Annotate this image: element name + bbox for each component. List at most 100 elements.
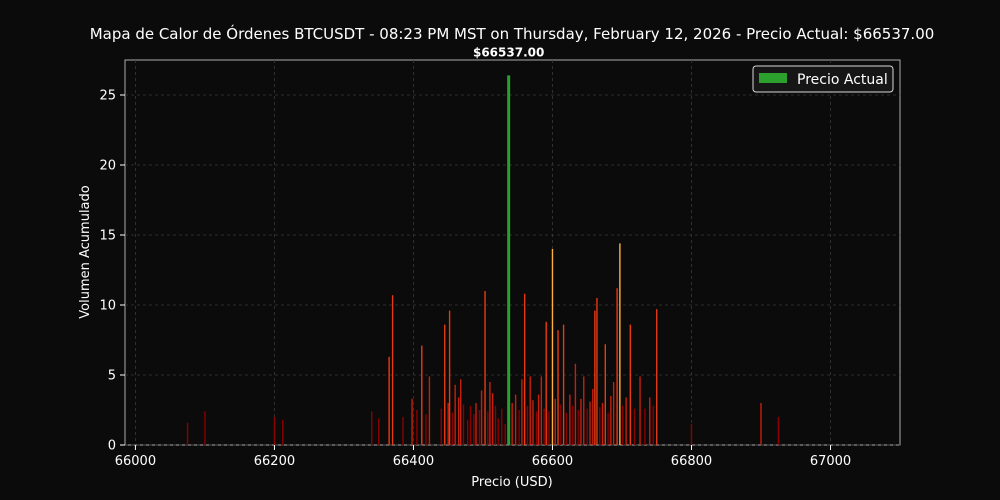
- volume-bar: [444, 324, 446, 445]
- volume-bar: [511, 403, 513, 445]
- volume-bar: [186, 422, 189, 445]
- volume-bar: [388, 356, 390, 445]
- volume-bar: [487, 411, 489, 445]
- volume-bar: [554, 398, 556, 445]
- y-tick-label: 15: [99, 229, 116, 244]
- volume-bar: [425, 414, 427, 445]
- volume-bar: [562, 324, 565, 445]
- volume-bar: [599, 407, 601, 445]
- y-tick-label: 0: [108, 439, 116, 454]
- volume-bar: [447, 403, 449, 445]
- volume-bar: [501, 408, 503, 445]
- y-tick-label: 20: [99, 159, 116, 174]
- volume-bar: [371, 411, 373, 445]
- volume-bar: [514, 394, 517, 445]
- volume-bar: [273, 417, 276, 445]
- volume-bar: [690, 424, 693, 445]
- x-axis-label: Precio (USD): [471, 475, 552, 490]
- volume-bar: [649, 397, 651, 445]
- volume-bar: [377, 418, 380, 445]
- legend-label-current-price: Precio Actual: [797, 72, 888, 88]
- volume-bar: [421, 345, 423, 445]
- volume-bar: [448, 310, 451, 445]
- volume-bar: [601, 403, 604, 445]
- volume-bar: [644, 408, 646, 445]
- volume-bar: [428, 376, 431, 445]
- volume-bar: [282, 419, 284, 445]
- volume-bar: [639, 376, 641, 445]
- volume-bar: [526, 405, 529, 445]
- volume-bar: [545, 321, 547, 445]
- volume-bar: [466, 419, 469, 445]
- volume-bar: [540, 376, 543, 445]
- x-tick-label: 66400: [393, 454, 434, 469]
- volume-bar: [589, 401, 591, 445]
- volume-bar: [629, 324, 632, 445]
- volume-bar: [610, 396, 612, 445]
- volume-bar: [521, 379, 523, 445]
- y-tick-label: 25: [99, 89, 116, 104]
- volume-bar: [583, 376, 585, 445]
- volume-bar: [535, 411, 538, 445]
- volume-bar: [565, 412, 568, 445]
- volume-bar: [469, 405, 472, 445]
- volume-bar: [625, 397, 627, 445]
- volume-bar: [621, 405, 624, 445]
- plot-frame: [124, 59, 901, 446]
- volume-bar: [574, 363, 577, 445]
- volume-bar: [478, 410, 481, 445]
- axis-ticks: 66000 66200 66400 66600 66800 67000 0 5 10 15 20 25: [99, 89, 851, 470]
- volume-bar: [494, 405, 497, 445]
- volume-bar: [633, 408, 636, 445]
- volume-bar: [594, 310, 596, 445]
- volume-bar: [607, 412, 609, 445]
- volume-bar: [475, 403, 477, 445]
- volume-bar: [551, 249, 554, 445]
- volume-bar: [612, 382, 615, 445]
- volume-bar: [411, 398, 413, 445]
- volume-bar: [577, 410, 579, 445]
- volume-bar: [604, 344, 606, 445]
- volume-bar: [760, 403, 762, 445]
- volume-bar: [586, 408, 588, 445]
- current-price-label: $66537.00: [473, 45, 544, 59]
- volume-bar: [571, 405, 574, 445]
- volume-bar: [457, 397, 460, 445]
- volume-bar: [580, 398, 582, 445]
- volume-bar: [473, 414, 475, 445]
- volume-bar: [440, 408, 442, 445]
- volume-bar: [497, 418, 499, 445]
- volume-bar: [619, 243, 621, 445]
- x-tick-label: 66000: [115, 454, 156, 469]
- volume-bar: [569, 394, 571, 445]
- legend-swatch-current-price: [759, 73, 787, 83]
- legend-box: [752, 65, 894, 93]
- volume-bar: [523, 293, 526, 445]
- x-tick-label: 67000: [810, 454, 851, 469]
- volume-bar: [504, 424, 506, 445]
- volume-bar: [462, 404, 465, 445]
- volume-bar: [402, 417, 404, 445]
- y-tick-label: 10: [99, 299, 116, 314]
- volume-bar: [537, 394, 540, 445]
- volume-bar: [777, 417, 780, 445]
- x-tick-label: 66600: [532, 454, 573, 469]
- volume-bar: [204, 411, 206, 445]
- volume-bar: [454, 384, 456, 445]
- volume-bar: [480, 390, 483, 445]
- volume-bar: [560, 404, 562, 445]
- volume-bar: [557, 330, 559, 445]
- volume-bar: [529, 376, 531, 445]
- volume-bar: [548, 411, 550, 445]
- x-tick-label: 66800: [671, 454, 712, 469]
- volume-bars: [186, 243, 780, 445]
- volume-bar: [484, 291, 486, 445]
- volume-bar: [592, 389, 594, 445]
- y-tick-label: 5: [108, 369, 116, 384]
- current-price-bar: [507, 75, 511, 446]
- volume-bar: [391, 295, 394, 445]
- volume-bar: [616, 288, 618, 445]
- volume-bar: [460, 379, 462, 445]
